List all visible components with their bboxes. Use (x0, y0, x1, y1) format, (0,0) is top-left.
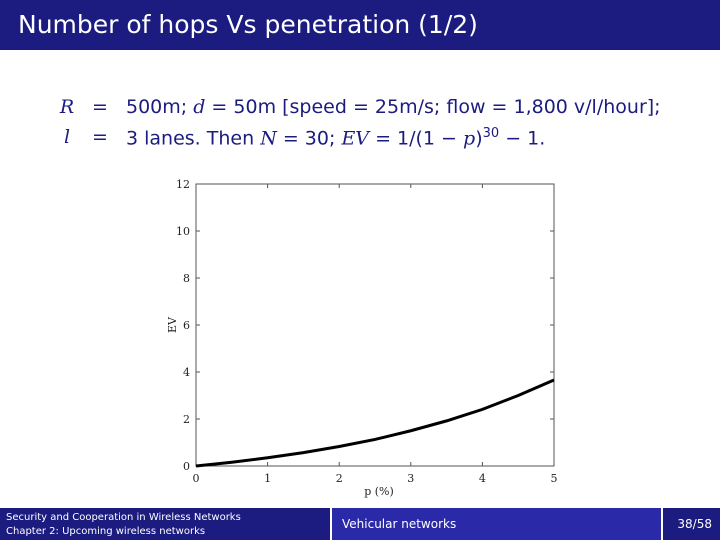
x-tick-label-1: 1 (264, 472, 271, 485)
eq-ev-formula-a: = 1/(1 − (369, 127, 464, 150)
x-axis-label: p (%) (364, 485, 394, 498)
equation-block: R = 500m; d = 50m [speed = 25m/s; flow =… (0, 96, 720, 156)
eq-rhs-2: 3 lanes. Then N = 30; EV = 1/(1 − p)30 −… (126, 126, 545, 149)
x-tick-label-0: 0 (193, 472, 200, 485)
eq-p-symbol: p (463, 127, 476, 150)
y-tick-label-1: 2 (183, 413, 190, 426)
y-tick-label-5: 10 (176, 225, 190, 238)
page-number: 38/58 (677, 517, 712, 531)
y-tick-label-3: 6 (183, 319, 190, 332)
eq-n-value: = 30; (276, 127, 342, 150)
eq-ev-symbol: EV (341, 127, 370, 150)
eq-lhs-r: R (59, 96, 75, 118)
y-tick-label-6: 12 (176, 178, 190, 191)
eq-equals-1: = (92, 96, 108, 118)
y-tick-label-4: 8 (183, 272, 190, 285)
footer-chapter: Chapter 2: Upcoming wireless networks (6, 526, 206, 537)
eq-d-symbol: d (193, 96, 206, 118)
y-axis-label: EV (166, 316, 179, 333)
eq-lanes: 3 lanes. Then (126, 127, 261, 150)
footer-course: Security and Cooperation in Wireless Net… (0, 508, 330, 540)
plot-frame (195, 183, 555, 467)
footer-section-title: Vehicular networks (342, 517, 457, 531)
footer-page: 38/58 (663, 508, 720, 540)
x-tick-label-2: 2 (336, 472, 343, 485)
title-bar: Number of hops Vs penetration (1/2) (0, 0, 720, 50)
y-tick-labels: 0 2 4 6 8 10 12 (176, 178, 190, 473)
eq-r-value: 500m; (126, 96, 194, 118)
x-tick-labels: 0 1 2 3 4 5 (193, 472, 558, 485)
footer-section: Vehicular networks (332, 508, 661, 540)
y-tick-label-0: 0 (183, 460, 190, 473)
eq-lhs-l: l (63, 126, 71, 148)
eq-ev-formula-c: − 1. (499, 127, 546, 150)
x-tick-label-5: 5 (551, 472, 558, 485)
eq-equals-2: = (92, 126, 108, 148)
eq-rhs-1: 500m; d = 50m [speed = 25m/s; flow = 1,8… (126, 96, 661, 118)
x-tick-label-3: 3 (407, 472, 414, 485)
eq-exponent: 30 (482, 126, 500, 141)
eq-ev-formula-b: ) (475, 127, 483, 150)
eq-n-symbol: N (260, 127, 277, 150)
slide-title: Number of hops Vs penetration (1/2) (18, 10, 478, 39)
footer-course-title: Security and Cooperation in Wireless Net… (6, 512, 241, 523)
ev-series-line (195, 378, 555, 468)
x-tick-label-4: 4 (479, 472, 486, 485)
axis-ticks (195, 183, 555, 467)
eq-d-value: = 50m [speed = 25m/s; flow = 1,800 v/l/h… (205, 96, 661, 118)
y-tick-label-2: 4 (183, 366, 190, 379)
